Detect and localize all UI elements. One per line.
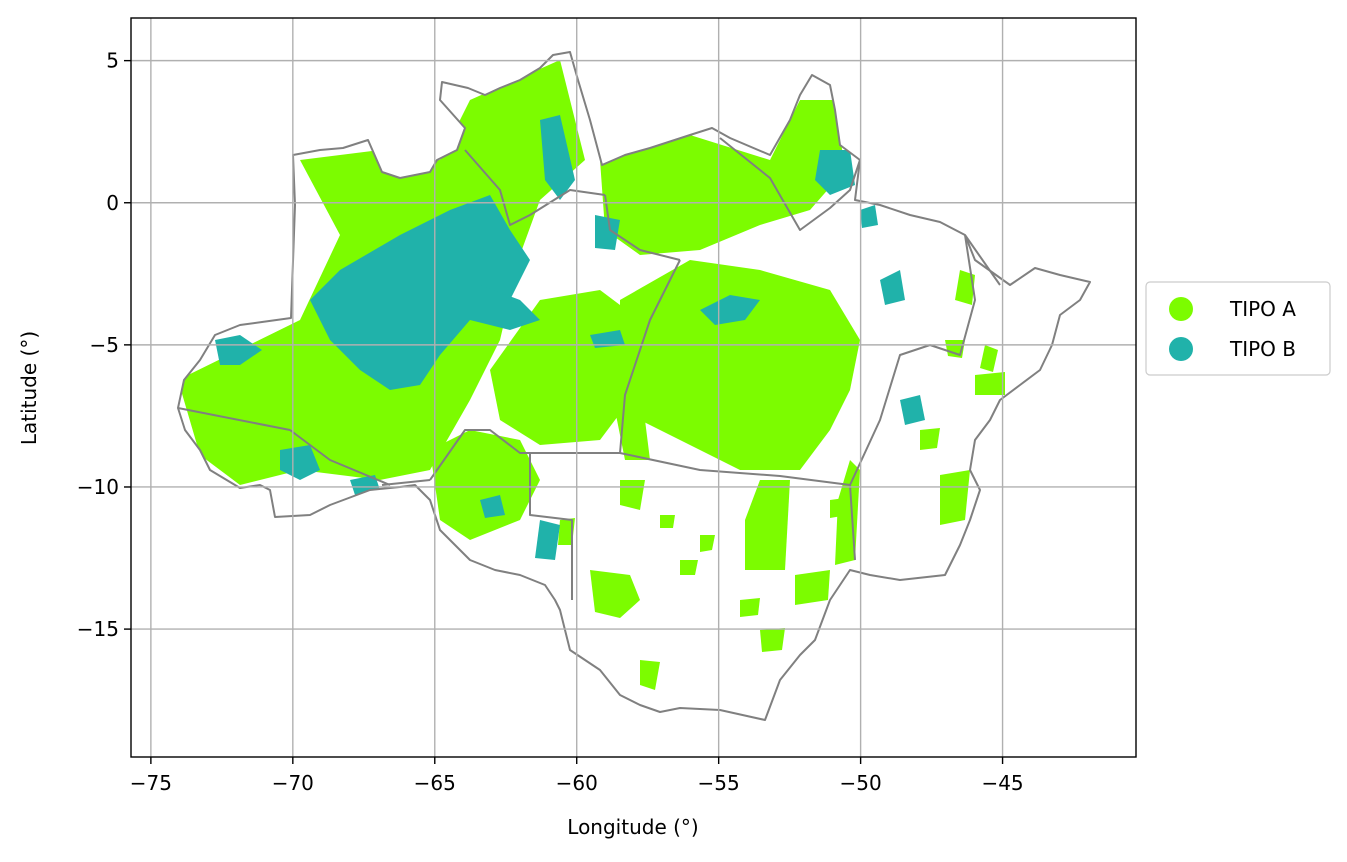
x-axis-label: Longitude (°) xyxy=(567,815,698,839)
y-tick-label: −15 xyxy=(77,617,119,641)
legend: TIPO A TIPO B xyxy=(1145,281,1331,376)
state-boundaries xyxy=(177,51,1091,721)
x-tick-label: −50 xyxy=(840,771,882,795)
y-axis-ticks: 5 0 −5 −10 −15 xyxy=(77,49,131,641)
legend-marker xyxy=(1169,337,1193,361)
y-tick-label: −10 xyxy=(77,475,119,499)
x-tick-label: −75 xyxy=(130,771,172,795)
y-tick-label: −5 xyxy=(90,333,119,357)
legend-label: TIPO B xyxy=(1229,337,1296,361)
x-tick-label: −70 xyxy=(272,771,314,795)
legend-label: TIPO A xyxy=(1229,297,1296,321)
y-tick-label: 5 xyxy=(106,49,119,73)
legend-box xyxy=(1145,281,1331,376)
legend-marker xyxy=(1169,297,1193,321)
x-tick-label: −55 xyxy=(698,771,740,795)
axes-frame xyxy=(130,17,1137,758)
x-tick-label: −60 xyxy=(556,771,598,795)
x-tick-label: −65 xyxy=(414,771,456,795)
x-axis-ticks: −75 −70 −65 −60 −55 −50 −45 xyxy=(130,757,1024,795)
gridlines xyxy=(131,18,1136,757)
tipo-b-areas xyxy=(215,115,925,560)
x-tick-label: −45 xyxy=(981,771,1023,795)
y-axis-label: Latitude (°) xyxy=(17,331,41,445)
y-tick-label: 0 xyxy=(106,191,119,215)
